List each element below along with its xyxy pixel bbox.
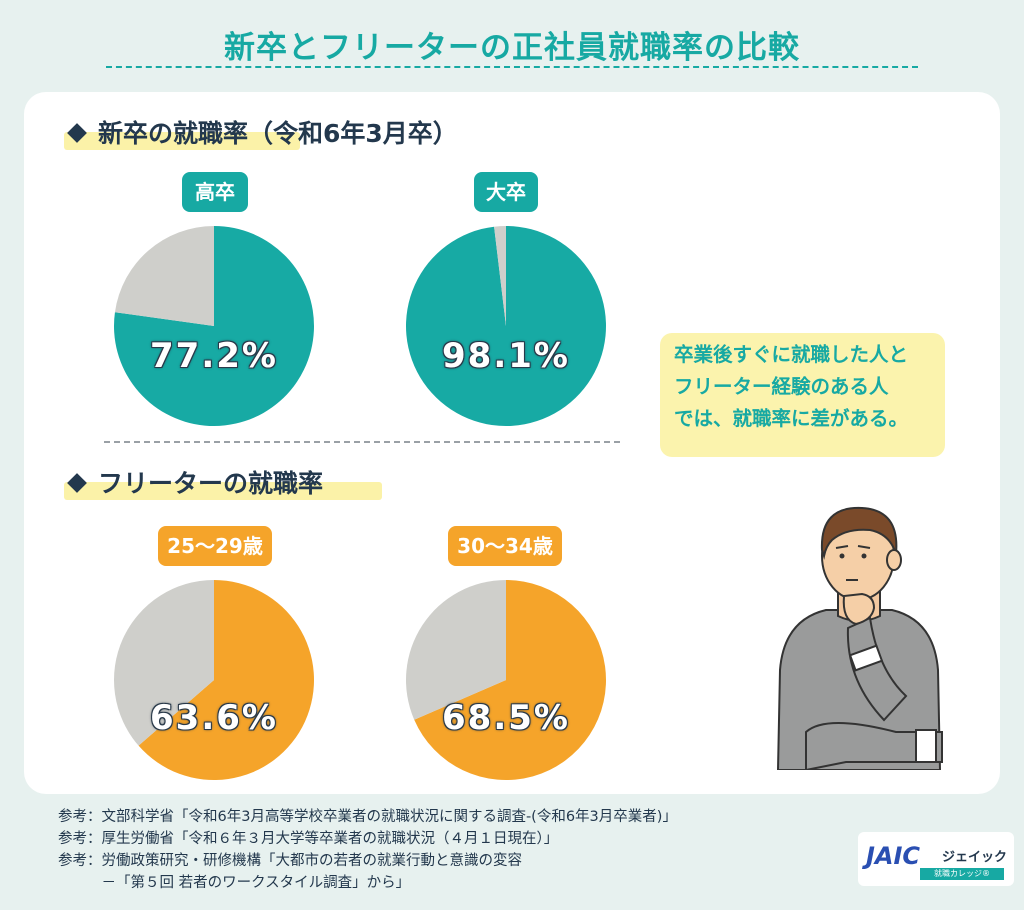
pie-slice-remainder <box>114 226 214 326</box>
pie-label-high-school: 77.2% <box>150 336 278 376</box>
title-underline <box>106 66 918 68</box>
pie-chart-age-25-29 <box>114 580 314 780</box>
pie-slice-rate <box>138 580 314 780</box>
pie-slice-rate <box>414 580 606 780</box>
references: 参考：文部科学省「令和6年3月高等学校卒業者の就職状況に関する調査-(令和6年3… <box>58 806 677 894</box>
note-line-2: フリーター経験のある人 <box>674 375 889 399</box>
comparison-note: 卒業後すぐに就職した人と フリーター経験のある人 では、就職率に差がある。 <box>660 333 945 457</box>
reference-line: 参考：労働政策研究・研修機構「大都市の若者の就業行動と意識の変容 <box>58 853 522 870</box>
pie-label-university: 98.1% <box>442 336 570 376</box>
freeter-heading-text: フリーターの就職率 <box>98 469 324 498</box>
freeter-heading: フリーターの就職率 <box>64 462 382 502</box>
heading-highlight <box>64 132 300 150</box>
badge-age-30-34: 30〜34歳 <box>448 526 562 566</box>
diamond-icon <box>67 123 87 143</box>
diamond-icon <box>67 473 87 493</box>
pie-slice-remainder <box>494 226 506 326</box>
badge-age-25-29: 25〜29歳 <box>158 526 272 566</box>
badge-university: 大卒 <box>474 172 538 212</box>
new-grad-heading: 新卒の就職率（令和6年3月卒） <box>64 112 458 152</box>
thinking-man-illustration <box>776 506 943 770</box>
section-divider <box>104 441 620 443</box>
heading-highlight <box>64 482 382 500</box>
logo-tagline: 就職カレッジ® <box>920 868 1004 880</box>
reference-line: 参考：文部科学省「令和6年3月高等学校卒業者の就職状況に関する調査-(令和6年3… <box>58 809 677 825</box>
pie-label-age-30-34: 68.5% <box>442 698 570 738</box>
badge-high-school: 高卒 <box>182 172 248 212</box>
page-title: 新卒とフリーターの正社員就職率の比較 <box>224 30 800 66</box>
note-line-1: 卒業後すぐに就職した人と <box>674 343 909 366</box>
note-line-3: では、就職率に差がある。 <box>674 407 909 431</box>
pie-slice-rate <box>113 226 314 426</box>
reference-line: 参考：厚生労働省「令和６年３月大学等卒業者の就職状況（４月１日現在）」 <box>58 831 559 848</box>
pie-slice-remainder <box>114 580 214 746</box>
pie-chart-age-30-34 <box>406 580 606 780</box>
logo-kana: ジェイック <box>942 850 1008 865</box>
reference-line: －「第５回 若者のワークスタイル調査」から」 <box>58 875 411 892</box>
pie-slice-remainder <box>406 580 506 720</box>
pie-label-age-25-29: 63.6% <box>150 698 278 738</box>
pie-chart-university <box>406 226 606 426</box>
jaic-logo: JAIC ジェイック 就職カレッジ® <box>858 832 1014 886</box>
logo-name: JAIC <box>866 842 921 870</box>
new-grad-heading-text: 新卒の就職率（令和6年3月卒） <box>98 119 458 148</box>
pie-chart-high-school <box>113 226 314 426</box>
